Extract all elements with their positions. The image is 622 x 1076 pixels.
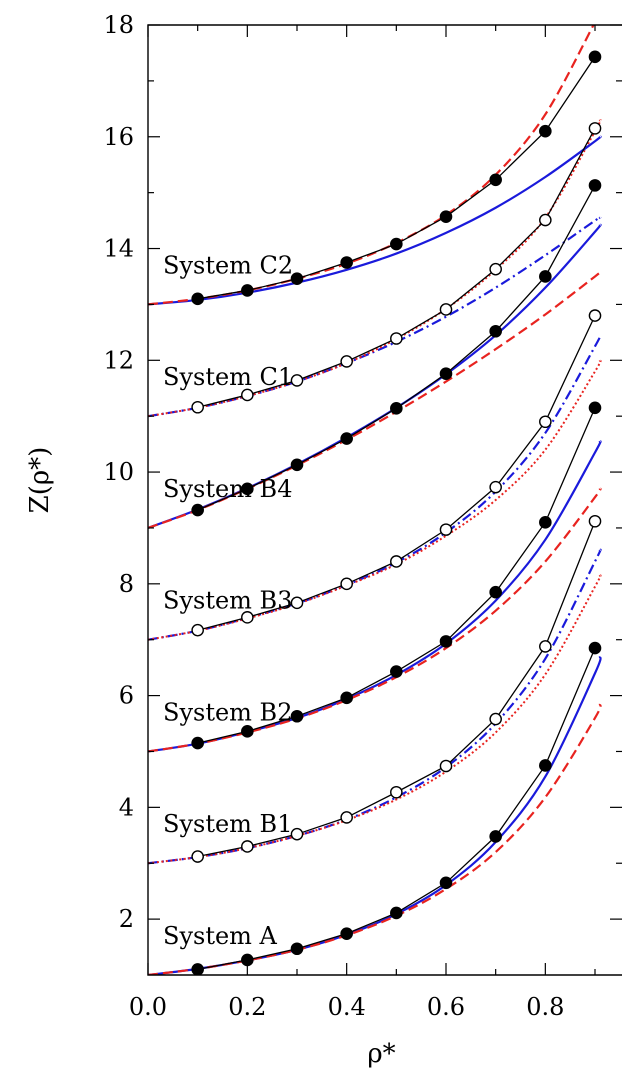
system-label: System B4 bbox=[163, 475, 292, 503]
y-tick-label: 2 bbox=[119, 905, 134, 933]
data-point bbox=[290, 374, 304, 387]
data-point bbox=[390, 237, 403, 251]
data-point bbox=[290, 827, 304, 841]
theory-curve-red-dotted bbox=[148, 359, 602, 641]
data-point bbox=[191, 850, 204, 863]
data-point bbox=[241, 611, 254, 624]
data-point bbox=[191, 400, 204, 414]
series-layer bbox=[148, 25, 602, 975]
system-label: System B2 bbox=[163, 698, 292, 726]
y-tick-label: 16 bbox=[103, 123, 134, 151]
data-point bbox=[390, 665, 403, 678]
data-point bbox=[290, 272, 304, 286]
data-point bbox=[390, 555, 403, 568]
data-point bbox=[290, 709, 304, 723]
data-point bbox=[340, 927, 353, 940]
system-label: System C1 bbox=[163, 363, 293, 391]
data-point bbox=[290, 458, 304, 472]
x-tick-label: 0.6 bbox=[427, 993, 465, 1021]
data-point bbox=[588, 122, 602, 135]
data-point bbox=[390, 785, 403, 799]
data-point bbox=[588, 514, 602, 528]
y-tick-label: 18 bbox=[103, 11, 134, 39]
y-axis-title: Z(ρ*) bbox=[25, 447, 55, 514]
data-point bbox=[241, 725, 254, 738]
data-point bbox=[191, 292, 204, 306]
data-point bbox=[340, 691, 353, 705]
data-point bbox=[290, 942, 304, 956]
data-point bbox=[439, 210, 453, 223]
y-tick-label: 6 bbox=[119, 682, 134, 710]
data-point bbox=[390, 402, 403, 415]
data-point bbox=[439, 367, 453, 381]
data-point bbox=[588, 179, 602, 192]
data-point bbox=[539, 124, 552, 138]
data-point bbox=[539, 270, 552, 283]
data-point bbox=[439, 635, 453, 648]
x-tick-label: 0.0 bbox=[129, 993, 167, 1021]
y-tick-label: 8 bbox=[119, 570, 134, 598]
data-point bbox=[489, 480, 502, 494]
data-point bbox=[340, 432, 353, 445]
data-point bbox=[340, 577, 353, 591]
data-point bbox=[489, 173, 502, 187]
simulation-line bbox=[197, 185, 596, 511]
data-point bbox=[588, 641, 602, 655]
theory-curve-blue-solid bbox=[148, 135, 602, 306]
data-point bbox=[539, 213, 552, 227]
y-tick-label: 4 bbox=[119, 793, 134, 821]
data-point bbox=[489, 830, 502, 843]
data-point bbox=[489, 585, 502, 599]
simulation-line bbox=[197, 407, 596, 744]
x-tick-label: 0.4 bbox=[328, 993, 366, 1021]
data-point bbox=[588, 309, 602, 322]
data-point bbox=[191, 736, 204, 750]
data-point bbox=[489, 262, 502, 276]
x-tick-label: 0.8 bbox=[526, 993, 564, 1021]
y-tick-label: 14 bbox=[103, 235, 134, 263]
system-label: System A bbox=[163, 922, 278, 950]
system-label: System B1 bbox=[163, 810, 292, 838]
axes-layer bbox=[147, 24, 622, 976]
x-axis-title: ρ* bbox=[367, 1039, 395, 1069]
data-point bbox=[439, 303, 453, 316]
data-point bbox=[241, 284, 254, 297]
data-point bbox=[340, 811, 353, 824]
data-point bbox=[191, 623, 204, 637]
data-point bbox=[390, 332, 403, 345]
theory-curve-red-dotted bbox=[148, 574, 602, 865]
data-point bbox=[588, 401, 602, 415]
data-point bbox=[539, 415, 552, 429]
data-point bbox=[290, 596, 304, 610]
system-label: System B3 bbox=[163, 587, 292, 615]
plot-frame bbox=[147, 24, 622, 976]
data-point bbox=[489, 324, 502, 338]
data-point bbox=[489, 712, 502, 726]
data-point bbox=[539, 640, 552, 653]
x-tick-label: 0.2 bbox=[228, 993, 266, 1021]
theory-curve-red-dotted bbox=[148, 119, 602, 418]
data-point bbox=[340, 355, 353, 368]
system-label: System C2 bbox=[163, 251, 293, 279]
data-point bbox=[390, 906, 403, 920]
data-point bbox=[539, 759, 552, 772]
data-point bbox=[241, 482, 254, 496]
data-point bbox=[439, 523, 453, 536]
data-point bbox=[439, 876, 453, 890]
data-point bbox=[241, 388, 254, 402]
data-point bbox=[241, 840, 254, 853]
y-tick-label: 10 bbox=[103, 458, 134, 486]
data-point bbox=[439, 759, 453, 773]
labels-layer: 2 4 6 8 10 12 14 16 18 0.0 0.2 0.4 0.6 0.8 System A Sys… bbox=[25, 11, 564, 1069]
data-point bbox=[588, 50, 602, 64]
data-point bbox=[191, 503, 204, 517]
data-point bbox=[539, 516, 552, 529]
y-tick-label: 12 bbox=[103, 346, 134, 374]
data-point bbox=[340, 256, 353, 269]
theory-curve-blue-dashdot bbox=[148, 334, 602, 641]
